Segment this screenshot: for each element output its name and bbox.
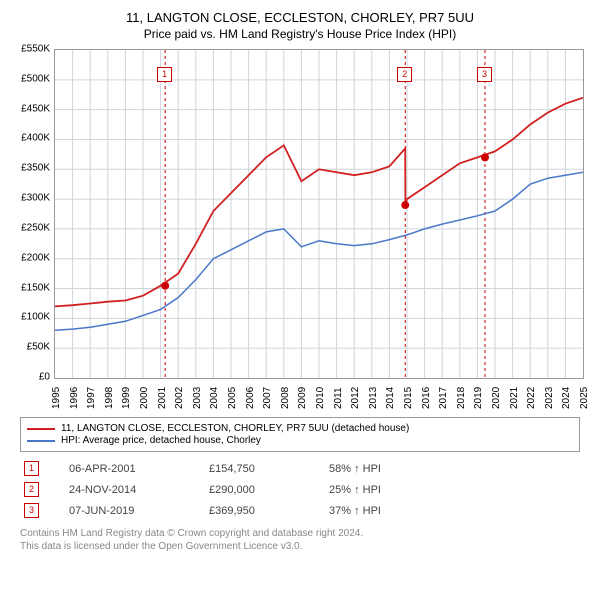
x-tick-label: 2005 — [227, 387, 238, 409]
events-table: 1 06-APR-2001£154,75058% ↑ HPI 2 24-NOV-201… — [20, 458, 580, 521]
chart-subtitle: Price paid vs. HM Land Registry's House … — [10, 27, 590, 41]
y-tick-label: £0 — [39, 372, 50, 383]
x-tick-label: 1996 — [69, 387, 80, 409]
x-tick-label: 2017 — [438, 387, 449, 409]
event-row: 1 06-APR-2001£154,75058% ↑ HPI — [20, 458, 580, 479]
legend-label: HPI: Average price, detached house, Chor… — [61, 435, 261, 446]
x-tick-label: 2021 — [509, 387, 520, 409]
event-price: £290,000 — [209, 484, 329, 496]
y-tick-label: £550K — [21, 44, 50, 55]
event-date: 24-NOV-2014 — [69, 484, 209, 496]
x-tick-label: 2016 — [421, 387, 432, 409]
plot: £0 £50K £100K £150K £200K £250K £300K £350K £400… — [10, 49, 590, 409]
x-tick-label: 2012 — [350, 387, 361, 409]
y-tick-label: £400K — [21, 133, 50, 144]
event-price: £369,950 — [209, 505, 329, 517]
x-tick-label: 1997 — [86, 387, 97, 409]
x-tick-label: 2002 — [174, 387, 185, 409]
plot-area — [54, 49, 584, 379]
event-row: 2 24-NOV-2014£290,00025% ↑ HPI — [20, 479, 580, 500]
x-axis: 1995 1996 1997 1998 1999 2000 2001 2002 2003 2004… — [54, 383, 584, 413]
event-marker-box: 3 — [477, 67, 492, 82]
x-tick-label: 2000 — [139, 387, 150, 409]
event-marker-box: 2 — [397, 67, 412, 82]
legend: 11, LANGTON CLOSE, ECCLESTON, CHORLEY, P… — [20, 417, 580, 452]
x-tick-label: 2013 — [368, 387, 379, 409]
x-tick-label: 2001 — [157, 387, 168, 409]
x-tick-label: 1998 — [104, 387, 115, 409]
x-tick-label: 2022 — [526, 387, 537, 409]
x-tick-label: 2008 — [280, 387, 291, 409]
event-pct: 25% ↑ HPI — [329, 484, 449, 496]
event-number: 3 — [24, 503, 39, 518]
event-pct: 37% ↑ HPI — [329, 505, 449, 517]
y-tick-label: £500K — [21, 73, 50, 84]
legend-swatch — [27, 428, 55, 430]
x-tick-label: 1999 — [121, 387, 132, 409]
y-tick-label: £300K — [21, 193, 50, 204]
x-tick-label: 2018 — [456, 387, 467, 409]
y-tick-label: £350K — [21, 163, 50, 174]
x-tick-label: 2024 — [561, 387, 572, 409]
x-tick-label: 1995 — [51, 387, 62, 409]
x-tick-label: 2004 — [209, 387, 220, 409]
y-tick-label: £50K — [27, 342, 50, 353]
event-row: 3 07-JUN-2019£369,95037% ↑ HPI — [20, 500, 580, 521]
event-marker-box: 1 — [157, 67, 172, 82]
y-axis: £0£50K£100K£150K£200K£250K£300K£350K£400… — [10, 49, 52, 379]
x-tick-label: 2009 — [297, 387, 308, 409]
x-tick-label: 2019 — [473, 387, 484, 409]
x-tick-label: 2011 — [333, 387, 344, 409]
footer-line-2: This data is licensed under the Open Gov… — [20, 540, 580, 553]
x-tick-label: 2006 — [245, 387, 256, 409]
event-number: 1 — [24, 461, 39, 476]
y-tick-label: £450K — [21, 103, 50, 114]
event-number: 2 — [24, 482, 39, 497]
footer: Contains HM Land Registry data © Crown c… — [20, 527, 580, 553]
event-price: £154,750 — [209, 463, 329, 475]
chart-container: 11, LANGTON CLOSE, ECCLESTON, CHORLEY, P… — [0, 0, 600, 553]
x-tick-label: 2003 — [192, 387, 203, 409]
x-tick-label: 2023 — [544, 387, 555, 409]
legend-swatch — [27, 440, 55, 442]
x-tick-label: 2020 — [491, 387, 502, 409]
footer-line-1: Contains HM Land Registry data © Crown c… — [20, 527, 580, 540]
x-tick-label: 2010 — [315, 387, 326, 409]
event-date: 06-APR-2001 — [69, 463, 209, 475]
chart-title: 11, LANGTON CLOSE, ECCLESTON, CHORLEY, P… — [10, 10, 590, 25]
event-date: 07-JUN-2019 — [69, 505, 209, 517]
event-pct: 58% ↑ HPI — [329, 463, 449, 475]
x-tick-label: 2014 — [385, 387, 396, 409]
x-tick-label: 2025 — [579, 387, 590, 409]
plot-svg — [55, 50, 583, 378]
legend-label: 11, LANGTON CLOSE, ECCLESTON, CHORLEY, P… — [61, 423, 409, 434]
x-tick-label: 2015 — [403, 387, 414, 409]
y-tick-label: £250K — [21, 222, 50, 233]
legend-row: 11, LANGTON CLOSE, ECCLESTON, CHORLEY, P… — [27, 423, 573, 434]
legend-row: HPI: Average price, detached house, Chor… — [27, 435, 573, 446]
x-tick-label: 2007 — [262, 387, 273, 409]
y-tick-label: £100K — [21, 312, 50, 323]
y-tick-label: £200K — [21, 252, 50, 263]
y-tick-label: £150K — [21, 282, 50, 293]
